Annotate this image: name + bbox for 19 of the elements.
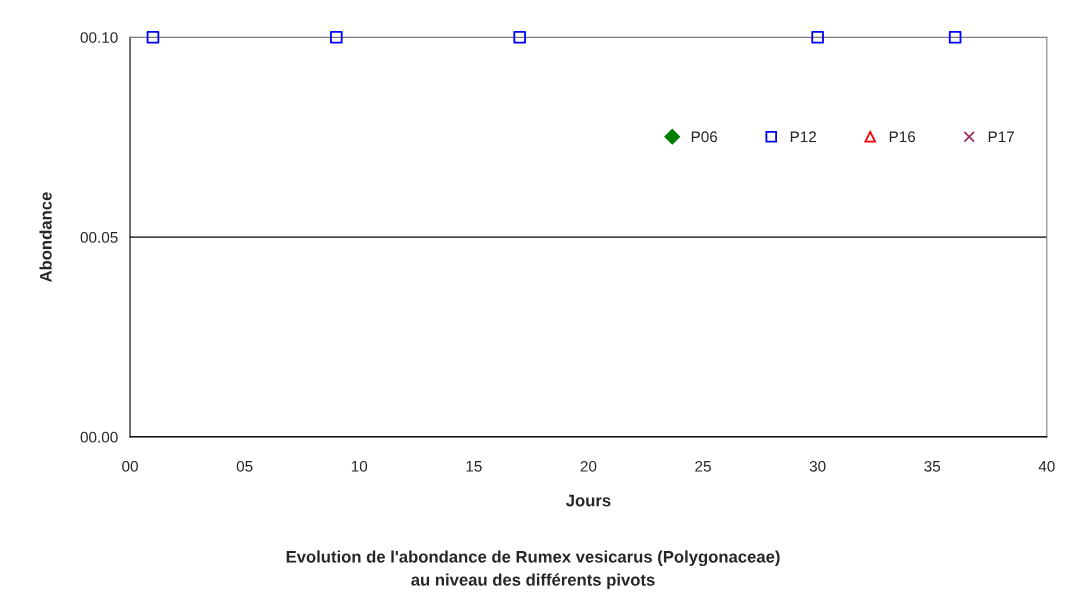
x-tick-label: 10 — [351, 460, 368, 472]
legend-label: P17 — [988, 131, 1014, 143]
x-tick-label: 20 — [580, 460, 597, 472]
x-tick-label: 25 — [695, 460, 711, 472]
x-tick-label: 40 — [1038, 460, 1055, 472]
x-tick-label: 15 — [466, 461, 482, 472]
x-tick-label: 35 — [924, 460, 941, 472]
legend-label: P06 — [691, 131, 718, 143]
text: Evolution de l'abondance de Rumex vesicarus (Polygonaceae) au niveau des différents pivots — [286, 550, 780, 590]
y-tick-label: 00.10 — [80, 32, 118, 43]
y-tick-label: 00.05 — [80, 231, 118, 243]
legend-label: P12 — [790, 131, 816, 143]
y-tick-label: 00.00 — [80, 431, 118, 443]
y-axis-title: Abondance — [39, 192, 52, 283]
x-tick-label: 30 — [809, 460, 826, 472]
x-tick-label: 00 — [122, 460, 138, 472]
legend-label: P16 — [889, 131, 916, 143]
x-axis-title: Jours — [565, 494, 611, 507]
x-tick-label: 05 — [236, 460, 253, 472]
